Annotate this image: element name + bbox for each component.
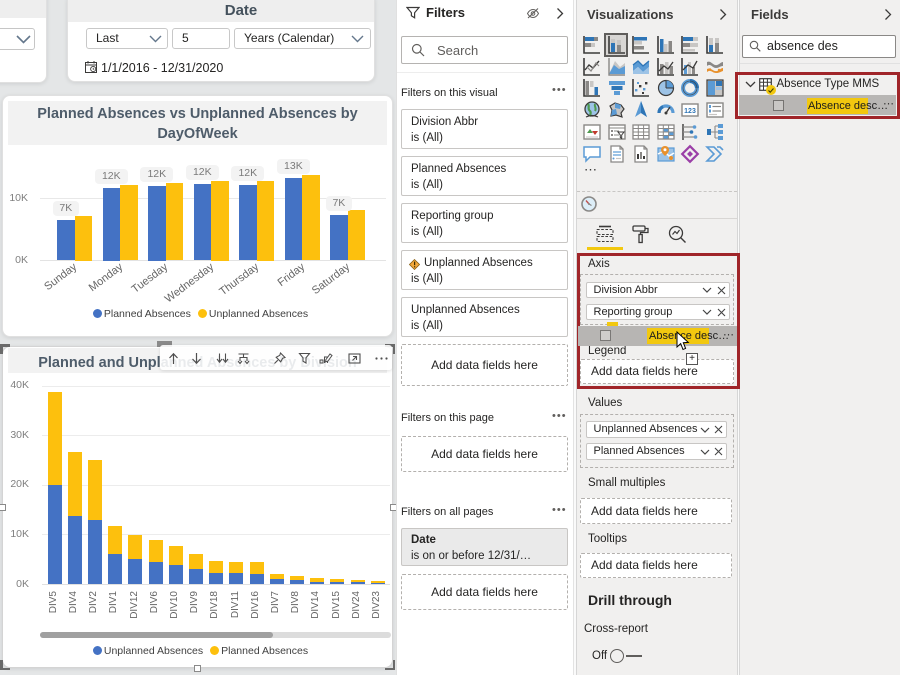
svg-text:123: 123 bbox=[685, 108, 697, 115]
